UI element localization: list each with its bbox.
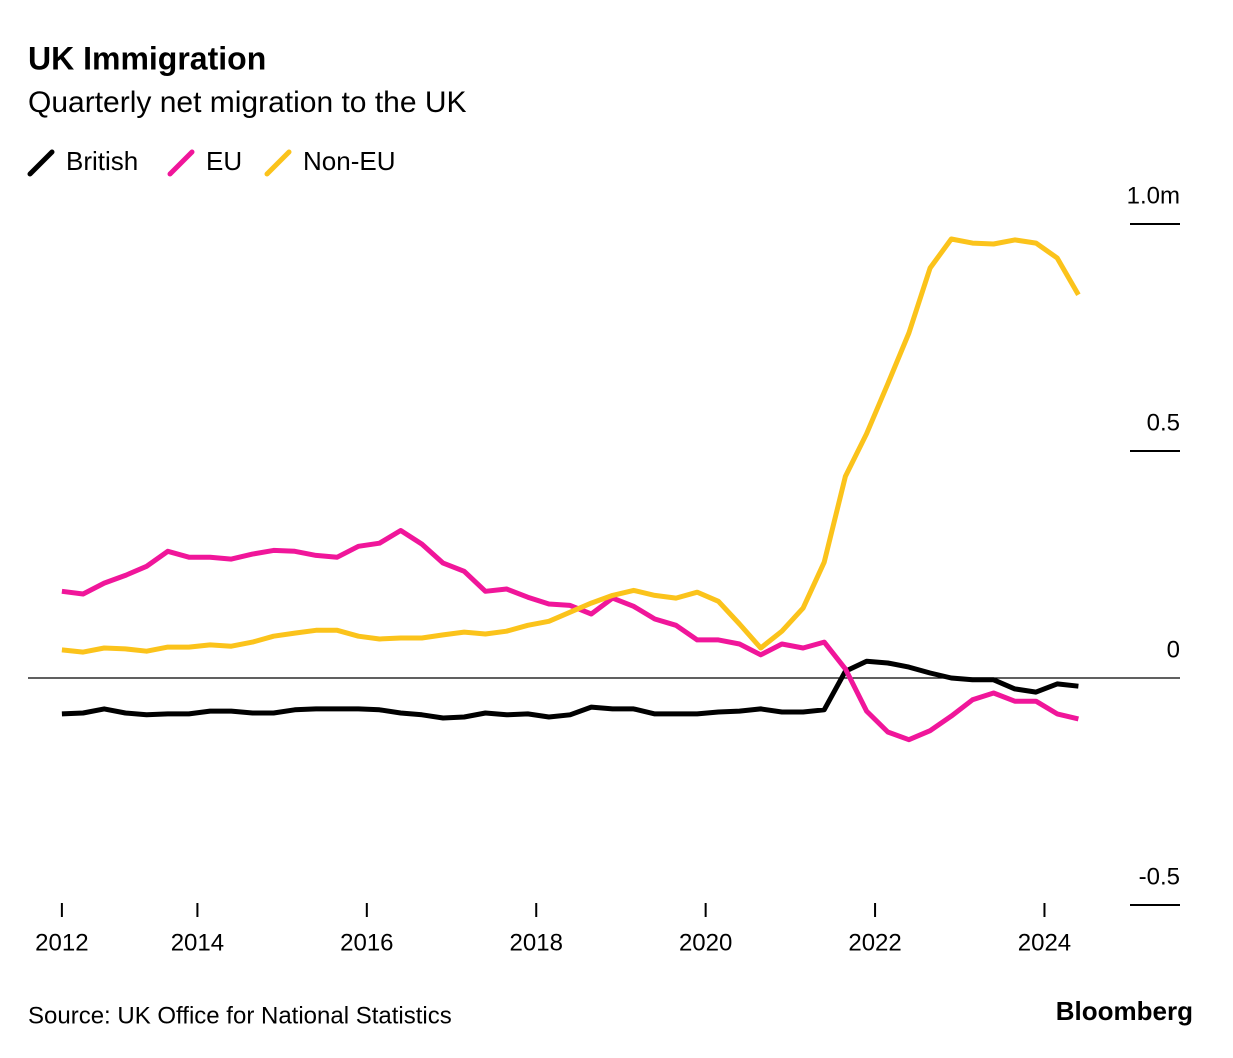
legend-swatch bbox=[264, 149, 292, 177]
brand: Bloomberg bbox=[1056, 996, 1193, 1026]
y-tick-label: 0.5 bbox=[1147, 409, 1180, 436]
chart-title: UK Immigration bbox=[28, 40, 266, 76]
y-tick-label: 1.0m bbox=[1127, 182, 1180, 209]
x-tick-label: 2020 bbox=[679, 929, 732, 956]
x-tick-label: 2018 bbox=[510, 929, 563, 956]
y-tick-label: 0 bbox=[1167, 636, 1180, 663]
x-tick-label: 2012 bbox=[35, 929, 88, 956]
legend-swatch bbox=[167, 149, 195, 177]
source: Source: UK Office for National Statistic… bbox=[28, 1002, 452, 1029]
legend-label: Non-EU bbox=[303, 146, 395, 176]
series-line bbox=[61, 658, 1079, 721]
x-tick-label: 2016 bbox=[340, 929, 393, 956]
y-tick-label: -0.5 bbox=[1139, 863, 1180, 890]
chart-subtitle: Quarterly net migration to the UK bbox=[28, 86, 467, 119]
legend-label: EU bbox=[206, 146, 242, 176]
x-tick-label: 2014 bbox=[171, 929, 224, 956]
x-tick-label: 2024 bbox=[1018, 929, 1071, 956]
series-line bbox=[61, 236, 1081, 655]
legend-swatch bbox=[27, 149, 55, 177]
series-line bbox=[61, 528, 1079, 743]
legend-label: British bbox=[66, 146, 138, 176]
x-tick-label: 2022 bbox=[848, 929, 901, 956]
